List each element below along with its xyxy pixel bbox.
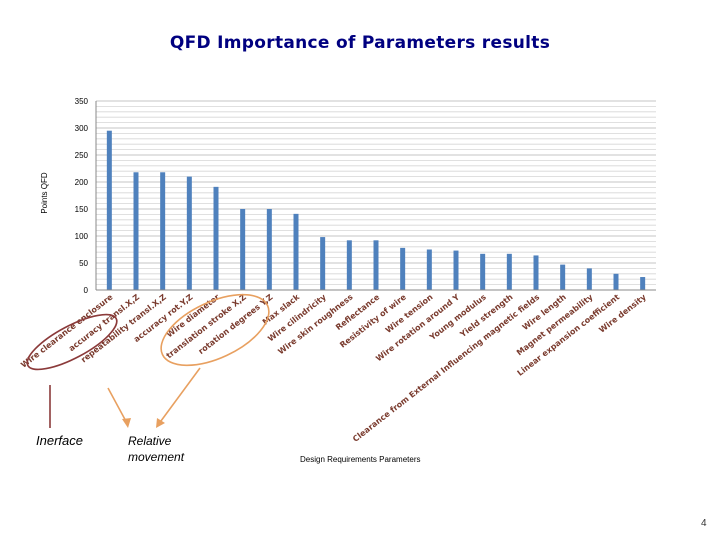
annotation-shapes [26, 293, 270, 428]
y-tick-labels: 0 50 100 150 200 250 300 350 [75, 97, 89, 295]
y-tick-label: 50 [79, 259, 88, 268]
y-tick-label: 250 [75, 151, 89, 160]
bar [560, 264, 566, 290]
bar [320, 237, 326, 290]
bar [106, 130, 112, 290]
chart-title: QFD Importance of Parameters results [169, 33, 551, 53]
y-tick-label: 150 [75, 205, 89, 214]
bar [533, 255, 539, 290]
x-axis-title: Design Requirements Parameters [300, 455, 421, 464]
y-tick-label: 350 [75, 97, 89, 106]
bar [346, 240, 352, 290]
interface-annotation: Inerface [36, 433, 83, 448]
bar [640, 277, 646, 290]
bar [586, 268, 592, 290]
bar [400, 247, 406, 290]
x-tick-label: Wire density [597, 292, 648, 335]
bar [506, 253, 512, 290]
bar [613, 273, 619, 290]
y-axis-title: Points QFD [40, 172, 49, 214]
y-tick-label: 100 [75, 232, 89, 241]
bar [426, 249, 432, 290]
bar [160, 172, 166, 290]
relative-movement-arrow [157, 367, 201, 426]
axes [95, 101, 656, 291]
y-tick-label: 300 [75, 124, 89, 133]
arrowhead [156, 418, 165, 428]
bars [106, 130, 646, 290]
interface-circle [26, 313, 118, 371]
bar [480, 253, 486, 290]
bar [266, 209, 272, 290]
bar [293, 213, 299, 290]
bar [453, 250, 459, 290]
bar [213, 186, 219, 290]
bar [373, 240, 379, 290]
bar [186, 176, 192, 290]
relative-movement-circle [160, 293, 270, 367]
page-number: 4 [701, 518, 707, 529]
bar [133, 172, 139, 290]
y-tick-label: 200 [75, 178, 89, 187]
arrowhead [122, 418, 131, 428]
relative-movement-annotation: Relative movement [128, 434, 185, 464]
y-tick-label: 0 [84, 286, 89, 295]
bar [240, 209, 246, 290]
